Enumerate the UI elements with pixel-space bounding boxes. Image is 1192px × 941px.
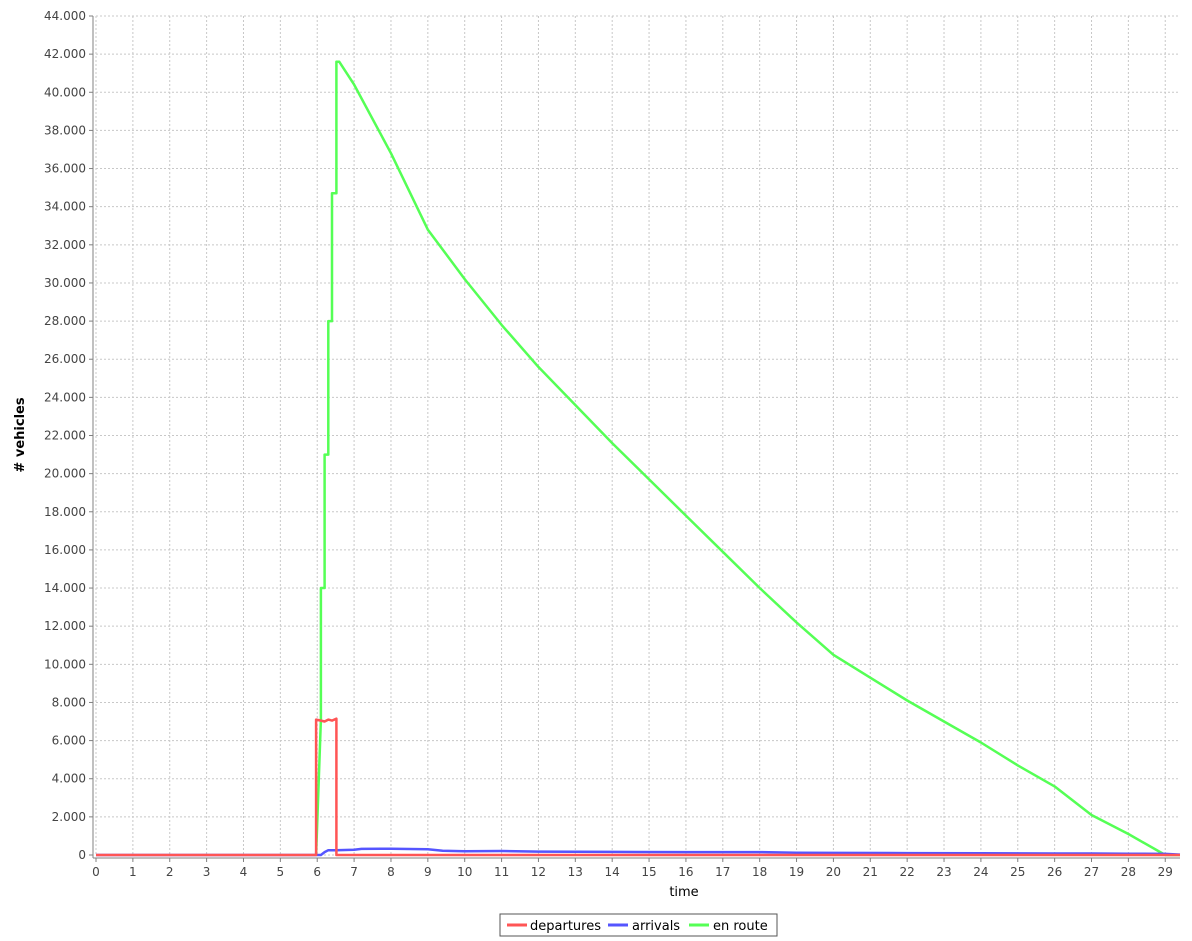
x-tick-label: 4 (240, 865, 248, 879)
x-tick-label: 25 (1010, 865, 1025, 879)
legend-box (499, 913, 778, 937)
x-tick-label: 18 (752, 865, 767, 879)
y-tick-label: 28.000 (44, 314, 86, 328)
y-tick-label: 16.000 (44, 543, 86, 557)
x-tick-label: 13 (568, 865, 583, 879)
x-tick-label: 28 (1121, 865, 1136, 879)
y-tick-label: 6.000 (52, 734, 86, 748)
x-tick-label: 9 (424, 865, 432, 879)
x-tick-label: 19 (789, 865, 804, 879)
gridlines (95, 15, 1180, 856)
y-tick-label: 18.000 (44, 505, 86, 519)
x-tick-label: 5 (277, 865, 285, 879)
x-tick-label: 0 (92, 865, 100, 879)
legend-label: departures (530, 919, 601, 934)
y-tick-label: 0 (78, 848, 86, 862)
y-tick-label: 36.000 (44, 162, 86, 176)
y-tick-label: 26.000 (44, 352, 86, 366)
y-tick-label: 44.000 (44, 9, 86, 23)
x-tick-label: 16 (678, 865, 693, 879)
y-tick-label: 2.000 (52, 810, 86, 824)
x-tick-labels: 0 1 2 3 4 5 6 7 8 9 10 11 12 13 14 15 16 17 18 19 20 21 22 23 24… (92, 858, 1173, 879)
y-tick-label: 12.000 (44, 619, 86, 633)
x-tick-label: 20 (826, 865, 841, 879)
x-tick-label: 29 (1158, 865, 1173, 879)
y-tick-label: 42.000 (44, 47, 86, 61)
y-tick-label: 4.000 (52, 772, 86, 786)
y-tick-label: 40.000 (44, 85, 86, 99)
y-tick-label: 32.000 (44, 238, 86, 252)
x-tick-label: 24 (973, 865, 988, 879)
x-tick-label: 27 (1084, 865, 1099, 879)
y-tick-label: 10.000 (44, 657, 86, 671)
y-tick-labels: 0 2.000 4.000 6.000 8.000 10.000 12.000 14.000 1… (44, 9, 93, 862)
y-tick-label: 30.000 (44, 276, 86, 290)
x-tick-label: 17 (715, 865, 730, 879)
legend: departures arrivals en route (499, 913, 778, 937)
y-tick-label: 8.000 (52, 695, 86, 709)
x-tick-label: 15 (641, 865, 656, 879)
legend-label: en route (713, 919, 768, 934)
x-tick-label: 14 (605, 865, 620, 879)
x-tick-label: 10 (457, 865, 472, 879)
x-tick-label: 11 (494, 865, 509, 879)
y-axis-label: # vehicles (13, 397, 28, 472)
series-line-en-route (314, 60, 1180, 857)
x-tick-label: 8 (387, 865, 395, 879)
x-tick-label: 2 (166, 865, 174, 879)
y-tick-label: 34.000 (44, 200, 86, 214)
x-tick-label: 26 (1047, 865, 1062, 879)
y-tick-label: 38.000 (44, 123, 86, 137)
x-tick-label: 21 (863, 865, 878, 879)
y-tick-label: 22.000 (44, 429, 86, 443)
series-lines (96, 60, 1181, 857)
x-tick-label: 22 (900, 865, 915, 879)
y-tick-label: 20.000 (44, 467, 86, 481)
x-axis-label: time (669, 885, 698, 900)
x-tick-label: 6 (313, 865, 321, 879)
x-tick-label: 7 (350, 865, 358, 879)
x-tick-label: 12 (531, 865, 546, 879)
axes (92, 16, 1180, 859)
x-tick-label: 1 (129, 865, 137, 879)
x-tick-label: 3 (203, 865, 211, 879)
y-tick-label: 24.000 (44, 390, 86, 404)
y-tick-label: 14.000 (44, 581, 86, 595)
x-tick-label: 23 (936, 865, 951, 879)
legend-label: arrivals (632, 919, 680, 934)
series-line-departures (96, 717, 1180, 857)
